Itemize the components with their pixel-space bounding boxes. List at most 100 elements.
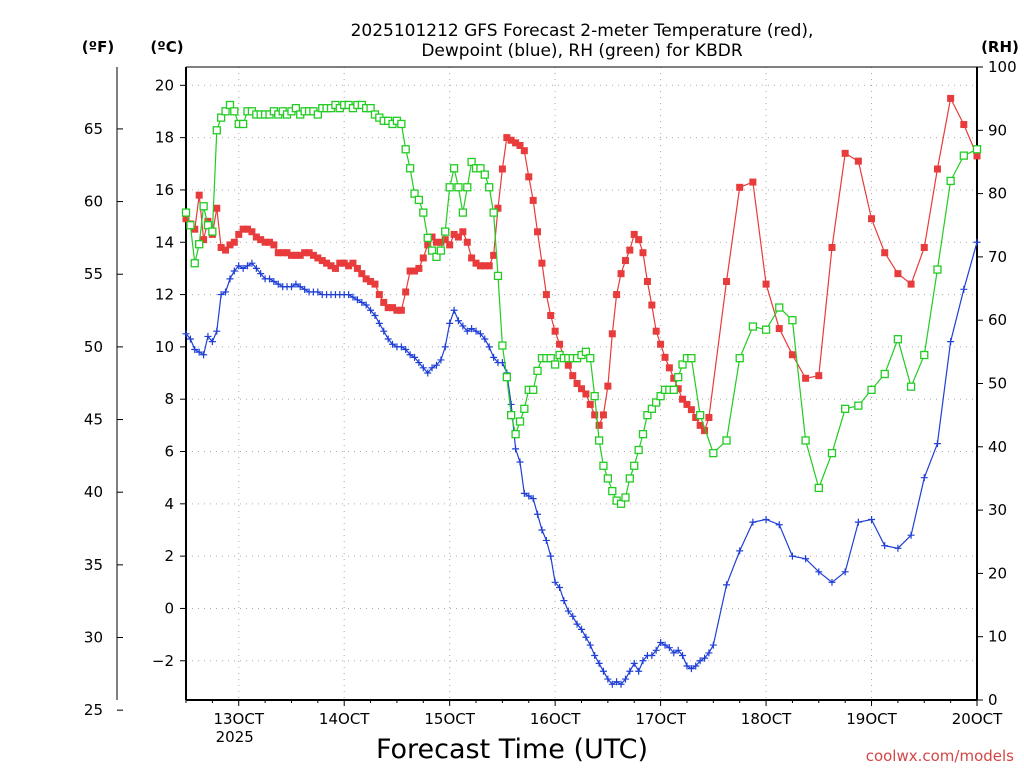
dewpoint-point [613, 678, 621, 686]
celsius-tick-label: 18 [155, 129, 174, 147]
temperature-point [907, 280, 915, 288]
rh-point [515, 417, 525, 426]
dewpoint-point [547, 552, 555, 560]
rh-point [608, 486, 617, 496]
rh-point [933, 265, 942, 274]
temperature-point [441, 236, 449, 244]
temperature-line [185, 96, 978, 432]
rh-point [463, 183, 472, 192]
dewpoint-point [973, 238, 981, 246]
dewpoint-point [701, 654, 709, 662]
temperature-point [534, 228, 542, 236]
temperature-point [661, 353, 669, 361]
dewpoint-point [182, 330, 190, 338]
dewpoint-point [661, 641, 669, 649]
temperature-point [617, 270, 625, 278]
temperature-point [604, 382, 612, 390]
temperature-point [578, 385, 585, 393]
dewpoint-point [881, 542, 889, 550]
dewpoint-point [525, 492, 533, 500]
rh-point [291, 103, 301, 113]
temperature-point [657, 340, 665, 348]
credit-label: coolwx.com/models [866, 747, 1014, 765]
dewpoint-point [639, 657, 647, 665]
temperature-point [516, 141, 524, 149]
rh-tick-label: 10 [988, 628, 1007, 646]
rh-point [678, 360, 687, 369]
temperature-point [384, 304, 392, 312]
dewpoint-point [507, 400, 515, 408]
temperature-point [639, 249, 647, 257]
temperature-point [296, 251, 304, 259]
dewpoint-point [191, 345, 199, 353]
temperature-point [665, 364, 673, 372]
temperature-point [222, 246, 230, 254]
rh-point [401, 145, 410, 154]
temperature-point [608, 330, 616, 338]
dewpoint-point [243, 262, 251, 270]
rh-point [212, 126, 221, 135]
rh-point [366, 103, 375, 113]
temperature-point [411, 267, 419, 275]
dewpoint-point [411, 353, 419, 361]
dewpoint-point [208, 338, 216, 346]
dewpoint-point [516, 458, 524, 466]
temperature-point [428, 233, 436, 241]
rh-point [621, 493, 630, 502]
dewpoint-point [345, 291, 353, 299]
dewpoint-point [802, 555, 810, 563]
temperature-point [881, 249, 889, 257]
dewpoint-point [788, 552, 796, 560]
rh-point [405, 164, 415, 173]
dewpoint-point [586, 641, 594, 649]
rh-tick-label: 0 [988, 691, 998, 709]
rh-point [748, 322, 758, 331]
temperature-point [507, 136, 515, 144]
temperature-point [415, 264, 423, 272]
rh-point [775, 303, 784, 312]
temperature-point [705, 414, 713, 422]
temperature-point [371, 280, 379, 288]
dewpoint-point [485, 343, 493, 351]
rh-point [630, 461, 639, 470]
rh-point [410, 189, 419, 198]
rh-point [414, 195, 424, 205]
temperature-point [960, 121, 968, 129]
rh-point [454, 183, 463, 192]
rh-point [788, 316, 797, 325]
dewpoint-point [204, 332, 212, 340]
rh-point [546, 354, 555, 363]
rh-point [656, 392, 665, 401]
dewpoint-point [441, 343, 449, 351]
dewpoint-point [815, 568, 823, 576]
temperature-point [393, 306, 401, 314]
rh-point [550, 360, 560, 369]
dewpoint-point [648, 652, 656, 660]
rh-point [239, 119, 248, 129]
dewpoint-point [252, 264, 260, 272]
temperature-point [736, 183, 744, 191]
temperature-point [595, 421, 603, 429]
x-axis-label: Forecast Time (UTC) [376, 734, 648, 765]
dewpoint-point [582, 633, 590, 641]
fahrenheit-tick-label: 30 [84, 629, 103, 647]
dewpoint-point [358, 298, 366, 306]
dewpoint-point [230, 267, 238, 275]
rh-point [467, 157, 476, 167]
temperature-point [947, 94, 955, 102]
x-tick-label: 13OCT [213, 710, 264, 728]
temperature-point [498, 165, 506, 173]
temperature-point [279, 249, 287, 257]
temperature-point [274, 249, 282, 257]
celsius-tick-label: 2 [164, 547, 174, 565]
temperature-point [305, 249, 313, 257]
rh-point [722, 436, 731, 445]
temperature-point [261, 238, 269, 246]
temperature-point [314, 254, 322, 262]
temperature-point [446, 241, 454, 249]
temperature-point [257, 236, 265, 244]
dewpoint-point [476, 330, 484, 338]
temperature-point [353, 264, 361, 272]
rh-point [445, 183, 454, 192]
temperature-point [630, 230, 638, 238]
